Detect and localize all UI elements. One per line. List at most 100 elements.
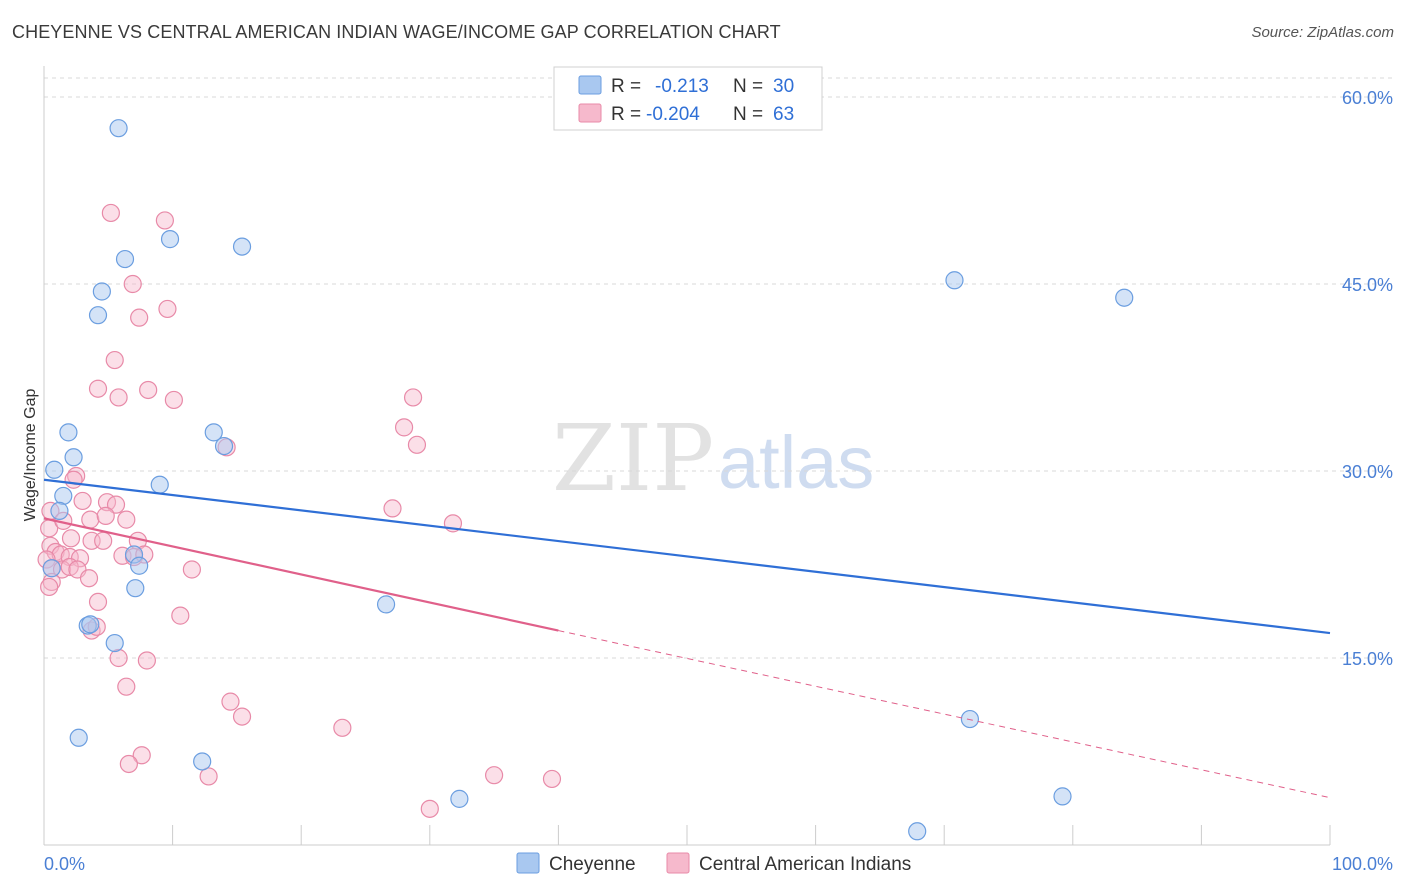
legend-r-label-cheyenne: R = bbox=[611, 76, 641, 97]
point-central-american-indians bbox=[171, 606, 190, 625]
point-central-american-indians bbox=[117, 677, 136, 696]
y-tick-label: 45.0% bbox=[1342, 275, 1393, 295]
point-central-american-indians bbox=[164, 390, 183, 410]
point-cheyenne bbox=[193, 752, 212, 771]
series-legend-swatch-cheyenne bbox=[516, 852, 540, 874]
point-cheyenne bbox=[115, 249, 135, 269]
series-legend-swatch-cai bbox=[666, 852, 690, 874]
point-cheyenne bbox=[160, 230, 180, 249]
point-central-american-indians bbox=[88, 379, 108, 398]
point-central-american-indians bbox=[394, 418, 414, 437]
point-central-american-indians bbox=[73, 491, 92, 511]
legend-swatch-cheyenne bbox=[578, 75, 602, 95]
point-cheyenne bbox=[945, 271, 964, 290]
legend-n-value-cheyenne: 30 bbox=[773, 76, 794, 97]
legend-r-value-cai: -0.204 bbox=[646, 104, 700, 125]
point-central-american-indians bbox=[109, 388, 128, 407]
point-cheyenne bbox=[1115, 288, 1134, 307]
point-cheyenne bbox=[109, 119, 128, 138]
point-central-american-indians bbox=[232, 707, 252, 726]
point-cheyenne bbox=[232, 237, 252, 256]
point-central-american-indians bbox=[88, 592, 108, 612]
point-cheyenne bbox=[150, 475, 169, 494]
point-cheyenne bbox=[59, 423, 78, 442]
trend-line-cai-extrapolated bbox=[558, 630, 1331, 799]
point-central-american-indians bbox=[119, 754, 138, 774]
legend-swatch-cai bbox=[578, 103, 602, 123]
point-cheyenne bbox=[126, 579, 145, 598]
watermark-zip: ZIP bbox=[552, 405, 714, 512]
point-central-american-indians bbox=[79, 569, 99, 588]
chart-title: CHEYENNE VS CENTRAL AMERICAN INDIAN WAGE… bbox=[12, 22, 781, 42]
point-central-american-indians bbox=[109, 648, 128, 668]
series-legend: Cheyenne Central American Indians bbox=[516, 852, 911, 875]
point-central-american-indians bbox=[105, 350, 124, 370]
legend-n-label-cai: N = bbox=[733, 104, 763, 125]
point-cheyenne bbox=[1053, 787, 1072, 806]
point-central-american-indians bbox=[96, 506, 115, 525]
point-cheyenne bbox=[130, 556, 149, 575]
point-central-american-indians bbox=[123, 274, 142, 294]
point-central-american-indians bbox=[130, 308, 149, 327]
point-central-american-indians bbox=[158, 299, 177, 319]
x-tick-label: 100.0% bbox=[1332, 854, 1393, 874]
point-central-american-indians bbox=[94, 531, 113, 550]
point-cheyenne bbox=[50, 501, 69, 520]
point-central-american-indians bbox=[199, 767, 218, 786]
point-cheyenne bbox=[908, 822, 927, 841]
series-cheyenne bbox=[42, 119, 1134, 841]
point-central-american-indians bbox=[40, 577, 59, 597]
legend-n-label-cheyenne: N = bbox=[733, 76, 763, 97]
point-cheyenne bbox=[204, 423, 223, 442]
trend-line-cheyenne bbox=[43, 478, 1331, 635]
point-central-american-indians bbox=[485, 766, 504, 785]
point-cheyenne bbox=[88, 306, 108, 325]
x-tick-label: 0.0% bbox=[44, 854, 85, 874]
y-axis-label: Wage/Income Gap bbox=[22, 389, 39, 522]
legend-n-value-cai: 63 bbox=[773, 104, 794, 125]
point-cheyenne bbox=[69, 728, 88, 747]
point-central-american-indians bbox=[137, 651, 156, 670]
legend-r-value-cheyenne: -0.213 bbox=[655, 76, 709, 97]
stats-legend: R = -0.213 N = 30 R = -0.204 N = 63 bbox=[553, 66, 823, 131]
point-central-american-indians bbox=[61, 529, 81, 548]
point-central-american-indians bbox=[132, 746, 151, 765]
x-ticks: 0.0% 100.0% bbox=[43, 825, 1393, 874]
series-legend-label-cheyenne: Cheyenne bbox=[549, 854, 636, 875]
point-cheyenne bbox=[81, 615, 100, 634]
point-cheyenne bbox=[960, 709, 980, 729]
point-cheyenne bbox=[64, 448, 83, 467]
point-central-american-indians bbox=[221, 692, 240, 711]
trend-line-cai bbox=[43, 517, 559, 632]
legend-r-label-cai: R = bbox=[611, 104, 641, 125]
point-central-american-indians bbox=[407, 435, 427, 454]
point-cheyenne bbox=[105, 633, 124, 653]
point-central-american-indians bbox=[542, 769, 562, 789]
point-central-american-indians bbox=[101, 203, 120, 223]
point-central-american-indians bbox=[155, 211, 174, 230]
point-central-american-indians bbox=[64, 470, 83, 489]
point-cheyenne bbox=[45, 460, 64, 479]
point-central-american-indians bbox=[333, 718, 352, 737]
y-tick-label: 15.0% bbox=[1342, 649, 1393, 669]
point-cheyenne bbox=[450, 789, 469, 808]
point-cheyenne bbox=[42, 559, 61, 578]
y-tick-label: 60.0% bbox=[1342, 88, 1393, 108]
point-central-american-indians bbox=[383, 499, 402, 518]
trend-lines bbox=[43, 478, 1331, 799]
point-cheyenne bbox=[214, 436, 234, 456]
point-central-american-indians bbox=[139, 380, 158, 400]
point-central-american-indians bbox=[182, 560, 201, 579]
y-tick-labels: 15.0% 30.0% 45.0% 60.0% bbox=[1342, 88, 1393, 669]
point-cheyenne bbox=[54, 486, 73, 506]
point-central-american-indians bbox=[106, 495, 126, 514]
gridlines bbox=[44, 77, 1393, 659]
point-central-american-indians bbox=[117, 510, 136, 529]
watermark-atlas: atlas bbox=[718, 421, 874, 504]
point-cheyenne bbox=[376, 595, 396, 614]
point-central-american-indians bbox=[420, 799, 439, 818]
point-central-american-indians bbox=[81, 510, 100, 529]
source-label: Source: ZipAtlas.com bbox=[1251, 24, 1394, 41]
y-tick-label: 30.0% bbox=[1342, 462, 1393, 482]
